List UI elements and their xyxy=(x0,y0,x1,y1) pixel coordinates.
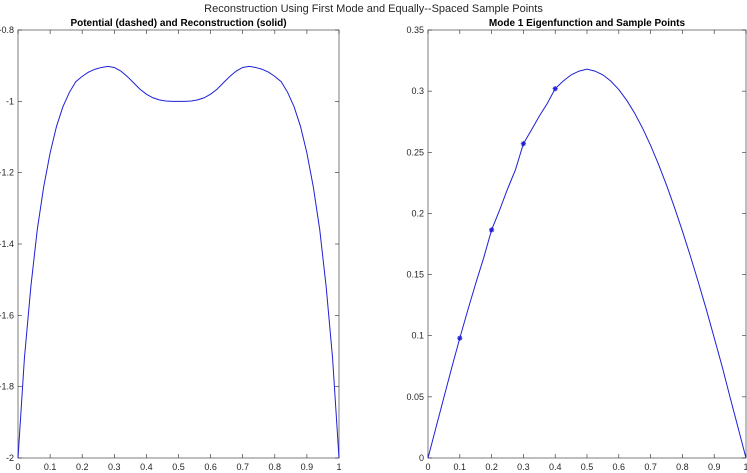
left-axes-frame xyxy=(17,29,340,459)
right-y-tick-label: 0.35 xyxy=(406,25,424,35)
right-y-tick-label: 0 xyxy=(419,453,424,463)
right-series-line xyxy=(427,68,747,459)
right-x-tick-label: 0.7 xyxy=(644,462,657,472)
left-x-tick-label: 0.8 xyxy=(269,462,282,472)
left-y-tick-label: -1.4 xyxy=(0,239,14,249)
left-axes: Potential (dashed) and Reconstruction (s… xyxy=(0,18,342,472)
left-x-tick-label: 1 xyxy=(336,462,341,472)
right-x-tick-label: 0.8 xyxy=(676,462,689,472)
left-plot-marks xyxy=(17,65,340,459)
left-y-tick-label: -1.6 xyxy=(0,310,14,320)
right-axes: Mode 1 Eigenfunction and Sample Points 0… xyxy=(406,18,747,472)
right-x-tick-label: 0.2 xyxy=(485,462,498,472)
left-x-tick-label: 0.2 xyxy=(76,462,89,472)
right-axis-ticks: 0 0.1 0.2 0.3 0.4 0.5 0.6 0.7 0.8 0.9 1 0 0.05 0.1 0.1… xyxy=(406,25,747,472)
right-y-tick-label: 0.25 xyxy=(406,147,424,157)
right-y-tick-label: 0.3 xyxy=(411,86,424,96)
left-x-tick-label: 0.4 xyxy=(140,462,153,472)
left-y-tick-label: -1 xyxy=(6,96,14,106)
right-y-tick-label: 0.15 xyxy=(406,270,424,280)
right-plot-marks xyxy=(427,68,747,459)
right-sample-point xyxy=(552,86,558,92)
left-x-tick-label: 0.3 xyxy=(108,462,121,472)
right-sample-point xyxy=(489,227,495,233)
right-x-tick-label: 0.4 xyxy=(549,462,562,472)
left-x-tick-label: 0.6 xyxy=(204,462,217,472)
right-x-tick-label: 1 xyxy=(743,462,747,472)
left-x-tick-label: 0.5 xyxy=(172,462,185,472)
right-x-tick-label: 0.9 xyxy=(708,462,721,472)
right-sample-point xyxy=(457,335,463,341)
right-x-tick-label: 0.3 xyxy=(517,462,530,472)
left-series-line xyxy=(17,65,340,459)
right-x-tick-label: 0 xyxy=(425,462,430,472)
left-x-tick-label: 0.7 xyxy=(236,462,249,472)
right-x-tick-label: 0.6 xyxy=(613,462,626,472)
right-axes-frame xyxy=(427,29,747,459)
left-y-tick-label: -0.8 xyxy=(0,25,14,35)
left-x-tick-label: 0.9 xyxy=(301,462,314,472)
right-plot-title: Mode 1 Eigenfunction and Sample Points xyxy=(489,18,686,29)
right-y-tick-label: 0.2 xyxy=(411,208,424,218)
right-y-tick-label: 0.05 xyxy=(406,392,424,402)
left-x-tick-label: 0 xyxy=(15,462,20,472)
right-y-tick-label: 0.1 xyxy=(411,331,424,341)
right-sample-point xyxy=(520,141,526,147)
right-x-tick-label: 0.5 xyxy=(581,462,594,472)
left-x-tick-label: 0.1 xyxy=(44,462,57,472)
left-y-tick-label: -2 xyxy=(6,453,14,463)
left-axis-ticks: 0 0.1 0.2 0.3 0.4 0.5 0.6 0.7 0.8 0.9 1 -2 -1.8 -1.6 -… xyxy=(0,25,342,472)
left-y-tick-label: -1.8 xyxy=(0,382,14,392)
left-plot-title: Potential (dashed) and Reconstruction (s… xyxy=(70,18,286,29)
left-y-tick-label: -1.2 xyxy=(0,168,14,178)
right-x-tick-label: 0.1 xyxy=(454,462,467,472)
figure-title: Reconstruction Using First Mode and Equa… xyxy=(204,3,543,15)
